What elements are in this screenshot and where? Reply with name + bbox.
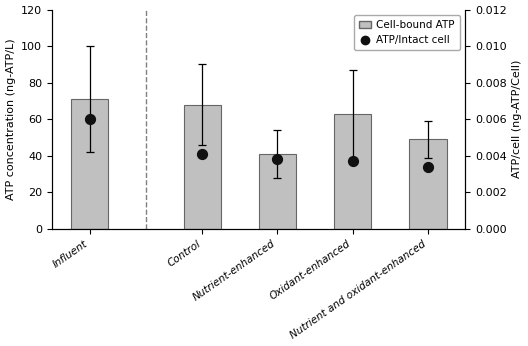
Point — [86, 117, 94, 122]
Bar — [259, 154, 296, 229]
Point — [274, 157, 282, 162]
Point — [198, 151, 206, 157]
Legend: Cell-bound ATP, ATP/Intact cell: Cell-bound ATP, ATP/Intact cell — [354, 15, 460, 51]
Bar — [184, 104, 221, 229]
Bar — [409, 139, 447, 229]
Y-axis label: ATP concentration (ng-ATP/L): ATP concentration (ng-ATP/L) — [6, 38, 15, 200]
Y-axis label: ATP/cell (ng-ATP/Cell): ATP/cell (ng-ATP/Cell) — [513, 60, 522, 179]
Point — [348, 158, 357, 164]
Bar — [334, 114, 372, 229]
Point — [423, 164, 432, 170]
Bar — [71, 99, 108, 229]
